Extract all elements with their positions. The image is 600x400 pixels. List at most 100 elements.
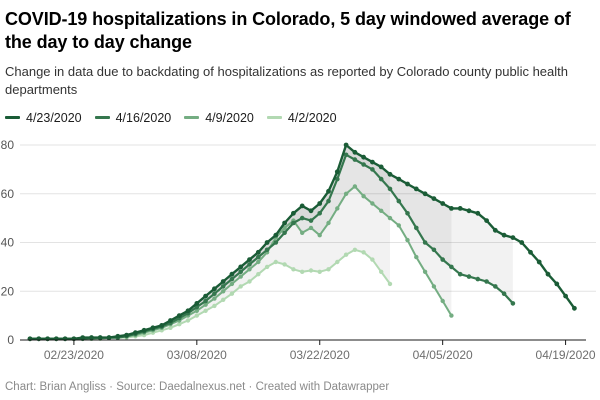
data-point[interactable] <box>335 176 340 182</box>
data-point[interactable] <box>168 318 173 323</box>
data-point[interactable] <box>440 257 446 262</box>
data-point[interactable] <box>361 193 366 199</box>
data-point[interactable] <box>300 269 305 274</box>
data-point[interactable] <box>457 205 463 211</box>
data-point[interactable] <box>97 335 103 340</box>
data-point[interactable] <box>203 302 208 307</box>
data-point[interactable] <box>361 154 366 160</box>
data-point[interactable] <box>466 208 472 214</box>
data-point[interactable] <box>387 281 393 287</box>
data-point[interactable] <box>282 220 287 226</box>
data-point[interactable] <box>185 318 191 323</box>
data-point[interactable] <box>475 276 481 282</box>
data-point[interactable] <box>501 232 507 238</box>
data-point[interactable] <box>379 208 384 213</box>
data-point[interactable] <box>405 181 410 187</box>
data-point[interactable] <box>449 313 454 318</box>
data-point[interactable] <box>291 267 296 272</box>
data-point[interactable] <box>414 254 419 260</box>
data-point[interactable] <box>238 264 244 270</box>
series-4-23-2020[interactable] <box>27 142 577 342</box>
data-point[interactable] <box>379 269 384 274</box>
data-point[interactable] <box>264 247 270 253</box>
data-point[interactable] <box>326 188 331 194</box>
data-point[interactable] <box>141 327 147 333</box>
legend-item-4-2-2020[interactable]: 4/2/2020 <box>266 111 337 125</box>
data-point[interactable] <box>422 269 428 274</box>
data-point[interactable] <box>352 184 358 189</box>
data-point[interactable] <box>422 240 428 245</box>
data-point[interactable] <box>326 267 331 272</box>
data-point[interactable] <box>291 220 296 226</box>
data-point[interactable] <box>361 162 366 167</box>
data-point[interactable] <box>370 257 375 262</box>
data-point[interactable] <box>563 293 568 299</box>
data-point[interactable] <box>343 252 349 257</box>
data-point[interactable] <box>256 259 261 265</box>
data-point[interactable] <box>212 303 217 309</box>
data-point[interactable] <box>493 284 498 289</box>
data-point[interactable] <box>484 218 489 223</box>
data-point[interactable] <box>264 264 270 270</box>
data-point[interactable] <box>273 240 279 245</box>
data-point[interactable] <box>572 305 577 311</box>
data-point[interactable] <box>115 333 121 339</box>
data-point[interactable] <box>431 247 437 253</box>
legend-item-4-23-2020[interactable]: 4/23/2020 <box>5 111 82 125</box>
data-point[interactable] <box>176 313 182 318</box>
data-point[interactable] <box>247 262 252 267</box>
data-point[interactable] <box>387 215 393 221</box>
data-point[interactable] <box>300 230 305 235</box>
data-point[interactable] <box>492 227 498 233</box>
data-point[interactable] <box>317 210 323 216</box>
data-point[interactable] <box>422 191 428 197</box>
data-point[interactable] <box>159 322 165 328</box>
data-point[interactable] <box>396 176 402 182</box>
data-point[interactable] <box>378 164 384 170</box>
data-point[interactable] <box>405 210 410 216</box>
data-point[interactable] <box>299 215 305 221</box>
data-point[interactable] <box>203 298 208 304</box>
data-point[interactable] <box>212 286 217 292</box>
data-point[interactable] <box>370 167 375 172</box>
data-point[interactable] <box>308 225 314 231</box>
data-point[interactable] <box>229 281 235 287</box>
data-point[interactable] <box>335 259 340 265</box>
data-point[interactable] <box>299 203 305 209</box>
data-point[interactable] <box>378 176 384 182</box>
data-point[interactable] <box>431 284 437 289</box>
data-point[interactable] <box>317 201 323 206</box>
data-point[interactable] <box>255 249 261 255</box>
data-point[interactable] <box>510 235 516 240</box>
data-point[interactable] <box>545 271 551 277</box>
data-point[interactable] <box>255 254 261 260</box>
data-point[interactable] <box>238 274 243 279</box>
data-point[interactable] <box>528 249 533 255</box>
data-point[interactable] <box>185 308 191 314</box>
data-point[interactable] <box>308 268 314 273</box>
data-point[interactable] <box>229 271 235 277</box>
data-point[interactable] <box>194 300 200 306</box>
data-point[interactable] <box>273 232 279 238</box>
legend-item-4-16-2020[interactable]: 4/16/2020 <box>94 111 171 125</box>
data-point[interactable] <box>247 257 252 262</box>
data-point[interactable] <box>343 142 349 148</box>
data-point[interactable] <box>387 171 393 177</box>
data-point[interactable] <box>466 274 472 279</box>
data-point[interactable] <box>449 264 454 270</box>
data-point[interactable] <box>221 297 226 302</box>
data-point[interactable] <box>440 298 445 304</box>
data-point[interactable] <box>361 250 366 255</box>
data-point[interactable] <box>212 296 217 301</box>
data-point[interactable] <box>238 269 243 275</box>
data-point[interactable] <box>221 289 226 294</box>
data-point[interactable] <box>203 293 209 299</box>
data-point[interactable] <box>282 230 287 236</box>
data-point[interactable] <box>229 276 235 282</box>
data-point[interactable] <box>194 308 199 313</box>
data-point[interactable] <box>212 291 217 296</box>
legend-item-4-9-2020[interactable]: 4/9/2020 <box>184 111 254 125</box>
data-point[interactable] <box>282 262 287 267</box>
data-point[interactable] <box>89 335 94 340</box>
data-point[interactable] <box>317 269 322 274</box>
